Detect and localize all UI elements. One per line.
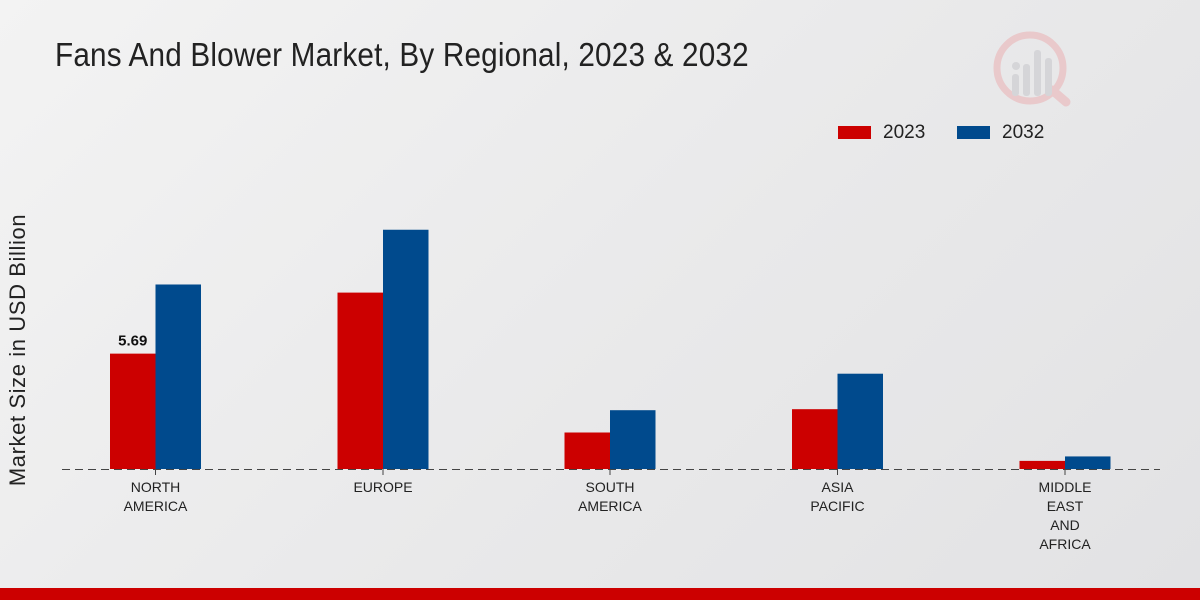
x-tick-label: SOUTH AMERICA bbox=[578, 479, 642, 514]
bar-2023-north-america bbox=[110, 353, 156, 469]
bar-2032-north-america bbox=[155, 284, 201, 469]
bar-2023-europe bbox=[337, 292, 383, 469]
x-tick-label: EUROPE bbox=[353, 479, 412, 495]
bar-2032-asia-pacific bbox=[837, 373, 883, 469]
legend-swatch-2032 bbox=[957, 126, 990, 139]
x-tick-label: MIDDLE EAST AND AFRICA bbox=[1039, 479, 1092, 552]
bar-2032-europe bbox=[383, 229, 429, 469]
x-tick-label: ASIA PACIFIC bbox=[810, 479, 864, 514]
legend-swatch-2023 bbox=[838, 126, 871, 139]
bar-2023-middle-east-and-africa bbox=[1019, 460, 1065, 469]
legend-label-2023: 2023 bbox=[883, 122, 926, 143]
chart-title: Fans And Blower Market, By Regional, 202… bbox=[55, 36, 749, 73]
legend-label-2032: 2032 bbox=[1002, 122, 1045, 143]
bar-2023-south-america bbox=[564, 432, 610, 469]
bar-2032-middle-east-and-africa bbox=[1065, 456, 1111, 469]
footer-accent-bar bbox=[0, 588, 1200, 600]
bar-2032-south-america bbox=[610, 410, 656, 469]
brand-logo-icon bbox=[993, 31, 1071, 107]
x-tick-label: NORTH AMERICA bbox=[124, 479, 188, 514]
data-label: 5.69 bbox=[118, 333, 147, 350]
bar-2023-asia-pacific bbox=[792, 409, 838, 469]
